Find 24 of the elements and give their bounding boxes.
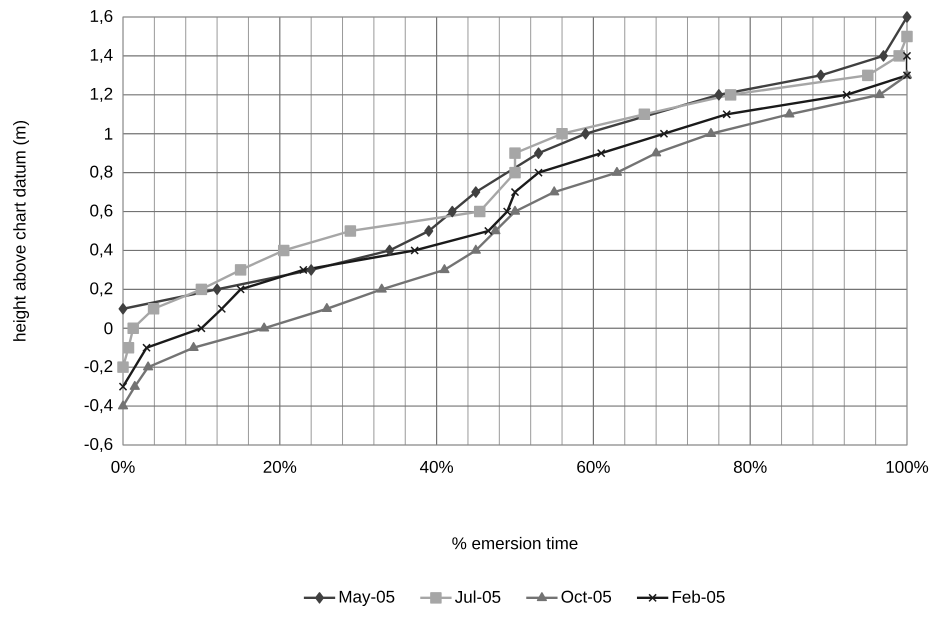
x-tick-label: 80% xyxy=(734,460,767,473)
x-axis-title: % emersion time xyxy=(452,536,578,550)
y-tick-label: 1,4 xyxy=(90,48,113,63)
legend-label: Feb-05 xyxy=(672,590,725,603)
x-tick-label: 40% xyxy=(420,460,453,473)
y-tick-label: 0,2 xyxy=(90,282,112,296)
y-tick-label: 1,6 xyxy=(90,10,112,24)
y-tick-label: 1,2 xyxy=(90,88,112,102)
legend-label: Jul-05 xyxy=(455,590,500,603)
y-tick-label: 0,8 xyxy=(90,166,112,180)
y-tick-label: -0,6 xyxy=(84,438,112,452)
x-tick-label: 100% xyxy=(886,460,928,473)
y-tick-label: 0 xyxy=(104,322,112,334)
y-tick-label: 1 xyxy=(104,128,112,140)
x-tick-label: 60% xyxy=(577,460,610,473)
x-tick-label: 20% xyxy=(264,460,296,473)
y-tick-label: -0,2 xyxy=(84,360,112,374)
y-tick-label: 0,6 xyxy=(90,204,112,219)
legend-label: May-05 xyxy=(340,590,394,606)
x-tick-label: 0% xyxy=(111,460,135,473)
y-tick-label: -0,4 xyxy=(84,399,113,414)
legend-label: Oct-05 xyxy=(562,590,612,603)
y-axis-title: height above chart datum (m) xyxy=(13,121,30,341)
y-tick-label: 0,4 xyxy=(90,243,113,258)
